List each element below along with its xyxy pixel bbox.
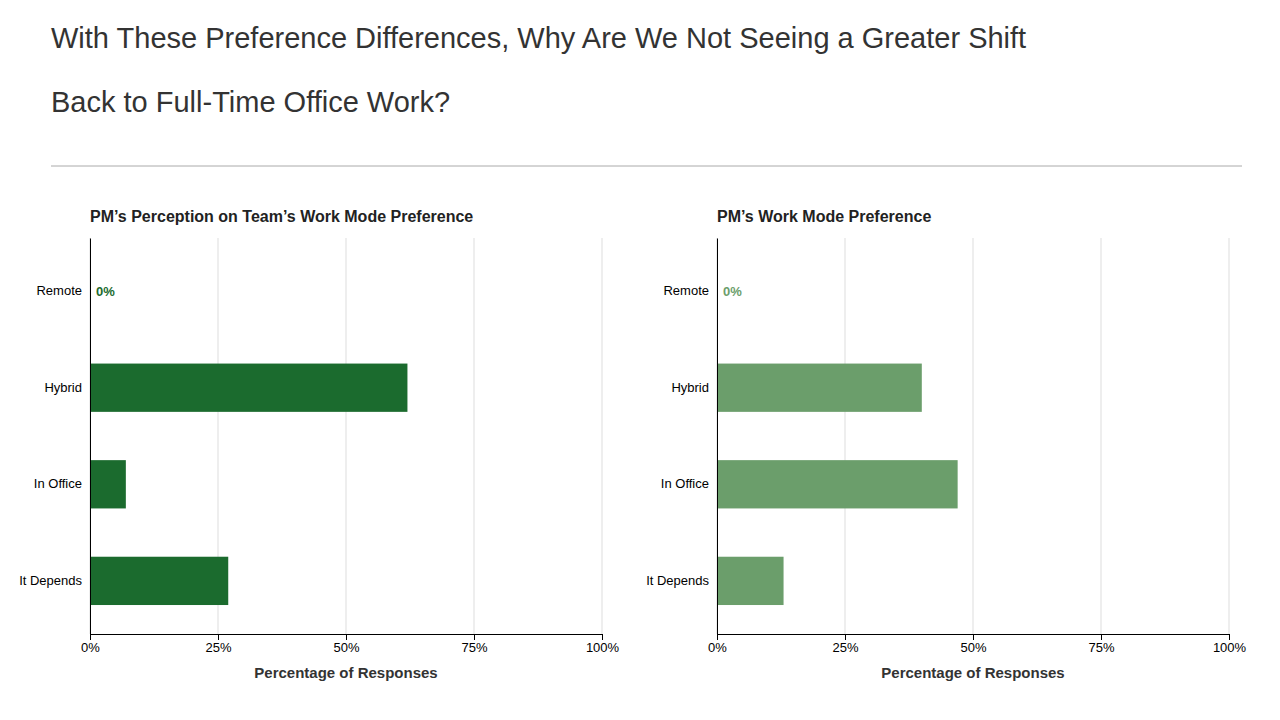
x-tick: 50% — [333, 634, 359, 655]
chart-title: PM’s Perception on Team’s Work Mode Pref… — [90, 208, 473, 225]
x-tick-label: 75% — [1088, 640, 1114, 655]
grid-line — [845, 238, 846, 634]
x-tick-mark — [973, 634, 974, 640]
bar — [90, 364, 407, 412]
y-tick-label: In Office — [34, 476, 82, 491]
grid-line — [602, 238, 603, 634]
x-tick-mark — [90, 634, 91, 640]
title-rule — [51, 166, 1242, 167]
x-tick: 75% — [1088, 634, 1114, 655]
y-tick: Remote — [36, 283, 82, 298]
x-tick-label: 0% — [81, 640, 100, 655]
x-tick-label: 100% — [586, 640, 620, 655]
y-tick: In Office — [661, 476, 709, 491]
x-tick-mark — [845, 634, 846, 640]
bars — [90, 364, 407, 605]
x-tick-label: 25% — [832, 640, 858, 655]
bars — [717, 364, 958, 605]
grid — [90, 238, 602, 634]
y-axis-line — [90, 239, 91, 635]
x-tick: 0% — [708, 634, 727, 655]
x-tick-mark — [346, 634, 347, 640]
x-axis-title: Percentage of Responses — [254, 664, 437, 681]
x-tick-label: 75% — [461, 640, 487, 655]
grid-line — [90, 238, 91, 634]
x-tick: 50% — [960, 634, 986, 655]
y-tick-label: Remote — [663, 283, 709, 298]
data-labels: 0% — [96, 284, 115, 299]
x-tick-mark — [717, 634, 718, 640]
bar — [90, 557, 228, 605]
title: With These Preference Differences, Why A… — [51, 22, 1026, 54]
bar — [90, 460, 126, 508]
bar — [717, 557, 784, 605]
x-tick: 100% — [1213, 634, 1247, 655]
grid-line — [973, 238, 974, 634]
y-tick: It Depends — [646, 573, 709, 588]
grid — [717, 238, 1229, 634]
y-tick-label: It Depends — [19, 573, 82, 588]
y-axis: Remote Hybrid In Office It Depends — [19, 239, 90, 635]
title: Back to Full-Time Office Work? — [51, 86, 450, 118]
x-tick-mark — [218, 634, 219, 640]
data-label: 0% — [96, 284, 115, 299]
x-axis-line — [718, 635, 1230, 641]
grid-line — [1229, 238, 1230, 634]
x-axis-line — [91, 635, 603, 641]
x-tick: 25% — [205, 634, 231, 655]
y-tick-label: In Office — [661, 476, 709, 491]
x-tick: 0% — [81, 634, 100, 655]
x-tick: 25% — [832, 634, 858, 655]
y-tick-label: It Depends — [646, 573, 709, 588]
y-tick: Hybrid — [671, 380, 709, 395]
plot: 0% 25% 50% 75% 100% Remote Hybrid In Office It D… — [646, 208, 1246, 681]
x-tick-label: 25% — [205, 640, 231, 655]
x-axis-title: Percentage of Responses — [881, 664, 1064, 681]
x-axis: 0% 25% 50% 75% 100% — [708, 634, 1246, 655]
y-axis: Remote Hybrid In Office It Depends — [646, 239, 717, 635]
y-tick-label: Hybrid — [44, 380, 82, 395]
x-tick-mark — [602, 634, 603, 640]
x-tick-label: 50% — [960, 640, 986, 655]
x-tick-label: 100% — [1213, 640, 1247, 655]
x-tick: 100% — [586, 634, 620, 655]
y-tick: Hybrid — [44, 380, 82, 395]
x-tick-label: 50% — [333, 640, 359, 655]
grid-line — [717, 238, 718, 634]
x-tick-mark — [474, 634, 475, 640]
grid-line — [474, 238, 475, 634]
data-labels: 0% — [723, 284, 742, 299]
x-tick: 75% — [461, 634, 487, 655]
x-axis: 0% 25% 50% 75% 100% — [81, 634, 619, 655]
grid-line — [346, 238, 347, 634]
y-tick-label: Hybrid — [671, 380, 709, 395]
chart-title: PM’s Work Mode Preference — [717, 208, 931, 225]
chart-canvas: With These Preference Differences, Why A… — [0, 0, 1280, 720]
y-tick: It Depends — [19, 573, 82, 588]
plot: 0% 25% 50% 75% 100% Remote Hybrid In Office It D… — [19, 208, 619, 681]
y-tick: In Office — [34, 476, 82, 491]
x-tick-label: 0% — [708, 640, 727, 655]
grid-line — [1101, 238, 1102, 634]
bar — [717, 460, 958, 508]
y-axis-line — [717, 239, 718, 635]
y-tick-label: Remote — [36, 283, 82, 298]
x-tick-mark — [1101, 634, 1102, 640]
bar — [717, 364, 922, 412]
x-tick-mark — [1229, 634, 1230, 640]
y-tick: Remote — [663, 283, 709, 298]
data-label: 0% — [723, 284, 742, 299]
